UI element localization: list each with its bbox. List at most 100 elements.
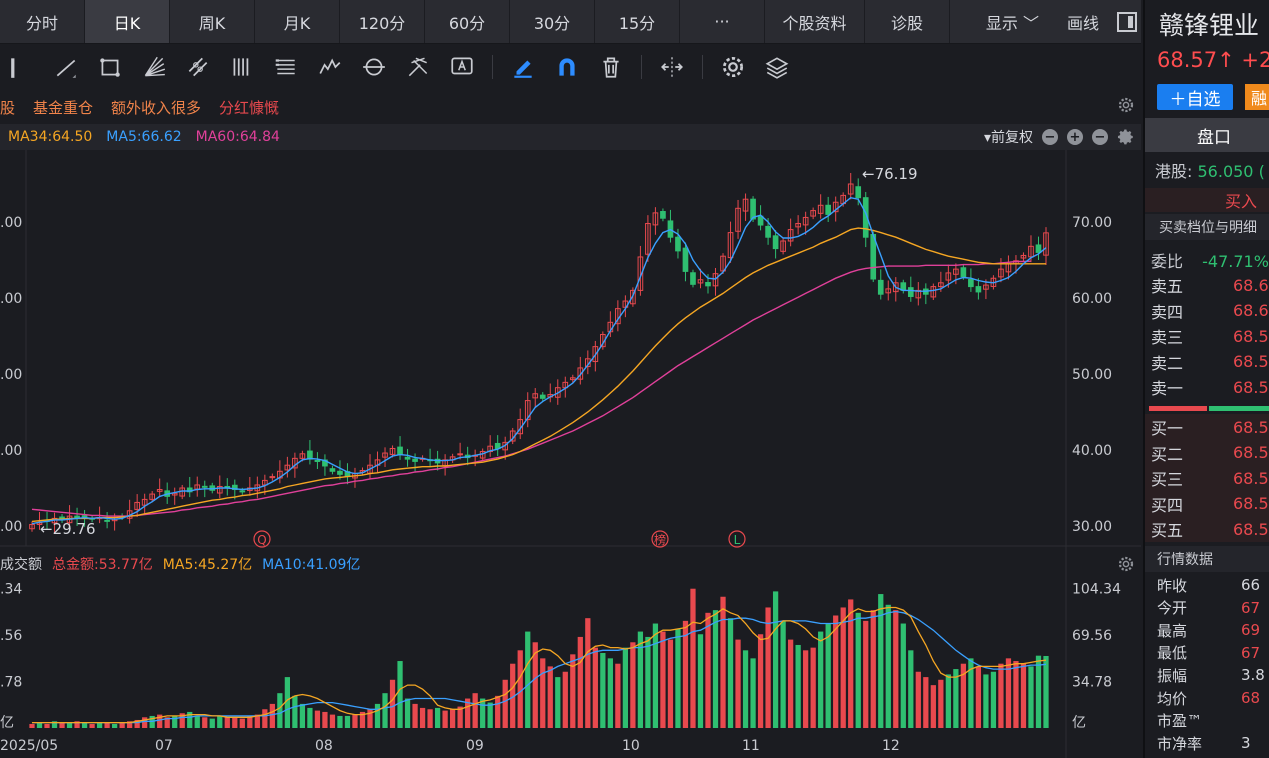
volume-bar: [495, 695, 501, 728]
candle-body: [284, 464, 291, 471]
volume-tick-label: 亿: [1072, 715, 1086, 731]
wave-icon[interactable]: [308, 44, 352, 90]
ask-row[interactable]: 卖二 68.5: [1145, 349, 1269, 375]
tab-4[interactable]: 120分: [340, 0, 425, 43]
volume-bar: [502, 679, 508, 728]
bid-price: 68.5: [1233, 519, 1269, 539]
pen-icon[interactable]: [501, 44, 545, 90]
candle-body: [907, 287, 914, 297]
candle-body: [968, 278, 974, 288]
zoom-in-button[interactable]: +: [1067, 129, 1083, 145]
bid-row[interactable]: 买三 68.5: [1145, 465, 1269, 491]
volume-bar: [720, 596, 726, 728]
concept-tag[interactable]: 基金重仓: [33, 98, 94, 117]
tab-6[interactable]: 30分: [510, 0, 595, 43]
tab-5[interactable]: 60分: [425, 0, 510, 43]
volume-bar: [374, 703, 381, 728]
price-tick-left: .00: [0, 215, 22, 231]
tag-settings-icon[interactable]: [1117, 96, 1135, 118]
ask-row[interactable]: 卖四 68.6: [1145, 298, 1269, 324]
quote-label: 市盈™: [1157, 712, 1203, 731]
hk-share-row: 港股: 56.050 (: [1155, 158, 1265, 182]
adjust-selector[interactable]: ▾前复权: [983, 130, 1033, 146]
buy-button[interactable]: 买入: [1145, 188, 1269, 212]
panel-toggle-icon[interactable]: [1113, 0, 1141, 43]
bid-price: 68.5: [1233, 494, 1269, 513]
sync-icon[interactable]: [650, 44, 694, 90]
cursor-icon[interactable]: [0, 44, 44, 90]
line-icon[interactable]: [44, 44, 88, 90]
settings-icon[interactable]: [711, 44, 755, 90]
volume-bar: [998, 663, 1004, 728]
trash-icon[interactable]: [589, 44, 633, 90]
ask-label: 卖一: [1151, 379, 1184, 398]
display-menu[interactable]: 显示 ﹀: [985, 13, 1039, 33]
ask-row[interactable]: 卖一 68.5: [1145, 374, 1269, 400]
bid-row[interactable]: 买五 68.5: [1145, 516, 1269, 542]
zoom-out-button[interactable]: −: [1042, 129, 1058, 145]
layers-icon[interactable]: [755, 44, 799, 90]
volume-bar: [36, 722, 43, 728]
volume-bar: [217, 715, 223, 728]
volume-bar: [780, 620, 786, 728]
candle-body: [802, 216, 809, 226]
tab-2[interactable]: 周K: [170, 0, 255, 43]
tab-1[interactable]: 日K: [85, 0, 170, 43]
concept-tag[interactable]: 分红慷慨: [219, 98, 280, 117]
cycle-icon[interactable]: [352, 44, 396, 90]
volume-bar: [1005, 658, 1012, 728]
quote-row: 市盈™: [1145, 710, 1269, 732]
channel-icon[interactable]: [176, 44, 220, 90]
volume-bar: [960, 663, 967, 728]
volume-bar: [247, 715, 253, 728]
candle-body: [307, 450, 313, 460]
tab-0[interactable]: 分时: [0, 0, 85, 43]
bid-row[interactable]: 买二 68.5: [1145, 439, 1269, 466]
candle-body: [877, 279, 884, 295]
candle-body: [201, 485, 208, 488]
candle-body: [810, 210, 816, 217]
volume-bar: [202, 717, 208, 728]
volume-bar: [359, 711, 366, 728]
collapse-button[interactable]: −: [1092, 129, 1108, 145]
volume-bar: [652, 623, 659, 728]
kline-chart[interactable]: 70.00 .00 60.00 .00 50.00 .00 40.00 .00 30.00 .00…: [0, 150, 1141, 758]
event-marker-label: L: [734, 533, 741, 547]
tab-7[interactable]: 15分: [595, 0, 680, 43]
tab-pankou[interactable]: 盘口: [1145, 118, 1269, 152]
magnet-icon[interactable]: [545, 44, 589, 90]
concept-tag[interactable]: 股: [0, 98, 16, 117]
text-icon[interactable]: [440, 44, 484, 90]
vertical-lines-icon[interactable]: [220, 44, 264, 90]
draw-lines-button[interactable]: 画线: [1066, 13, 1099, 33]
volume-bar: [457, 706, 463, 728]
volume-bar: [555, 677, 561, 728]
volume-bar: [600, 653, 606, 728]
tab-3[interactable]: 月K: [255, 0, 340, 43]
tab-9[interactable]: 个股资料: [765, 0, 865, 43]
pitchfork-icon[interactable]: [396, 44, 440, 90]
volume-bar: [562, 671, 568, 728]
tab-10[interactable]: 诊股: [865, 0, 950, 43]
volume-bar: [878, 594, 884, 728]
ask-price: 68.5: [1233, 326, 1269, 346]
ask-row[interactable]: 卖五 68.6: [1145, 272, 1269, 298]
concept-tag[interactable]: 额外收入很多: [111, 98, 202, 117]
volume-legend-item: MA10:41.09亿: [262, 557, 361, 573]
bid-row[interactable]: 买四 68.5: [1145, 490, 1269, 517]
volume-bar: [382, 693, 388, 728]
volume-bar: [480, 698, 486, 728]
rectangle-icon[interactable]: [88, 44, 132, 90]
add-favorite-button[interactable]: ＋自选: [1157, 84, 1233, 110]
tab-8[interactable]: ···: [680, 0, 765, 43]
fan-icon[interactable]: [132, 44, 176, 90]
bid-price: 68.5: [1233, 443, 1269, 462]
candle-body: [817, 204, 824, 214]
volume-bar: [525, 631, 531, 728]
ask-row[interactable]: 卖三 68.5: [1145, 323, 1269, 349]
volume-settings-icon[interactable]: [1117, 555, 1135, 577]
chart-settings-icon[interactable]: [1117, 128, 1135, 146]
volume-bar: [404, 698, 411, 728]
fibonacci-icon[interactable]: [264, 44, 308, 90]
bid-row[interactable]: 买一 68.5: [1145, 414, 1269, 440]
